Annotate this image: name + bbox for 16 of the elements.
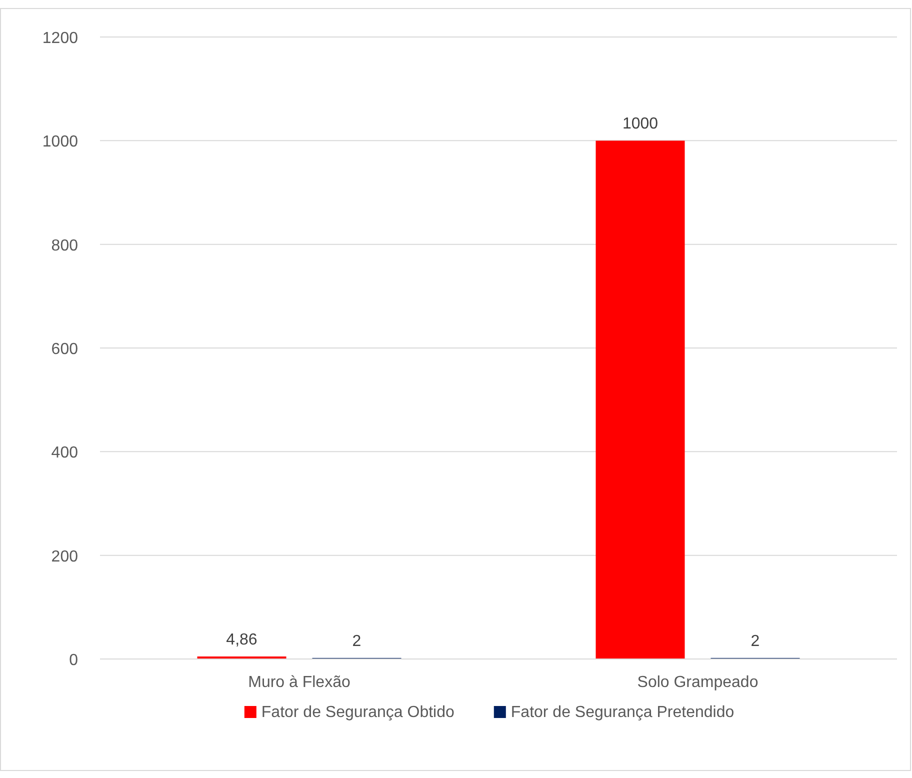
y-tick-label: 400	[51, 444, 78, 462]
data-label: 2	[750, 632, 760, 650]
data-label: 1000	[622, 116, 658, 133]
y-tick-label: 600	[51, 341, 78, 358]
y-tick-label: 1200	[42, 30, 78, 47]
y-tick-label: 200	[51, 548, 78, 566]
y-tick-label: 800	[51, 237, 78, 254]
bar	[596, 140, 685, 659]
data-label: 2	[352, 632, 362, 650]
x-tick-label: Muro à Flexão	[248, 674, 350, 691]
legend-label: Fator de Segurança Obtido	[261, 704, 455, 721]
x-tick-label: Solo Grampeado	[637, 674, 758, 691]
data-label: 4,86	[226, 631, 258, 648]
legend-label: Fator de Segurança Pretendido	[510, 704, 734, 721]
y-tick-label: 1000	[42, 134, 78, 151]
y-tick-label: 0	[69, 652, 78, 669]
